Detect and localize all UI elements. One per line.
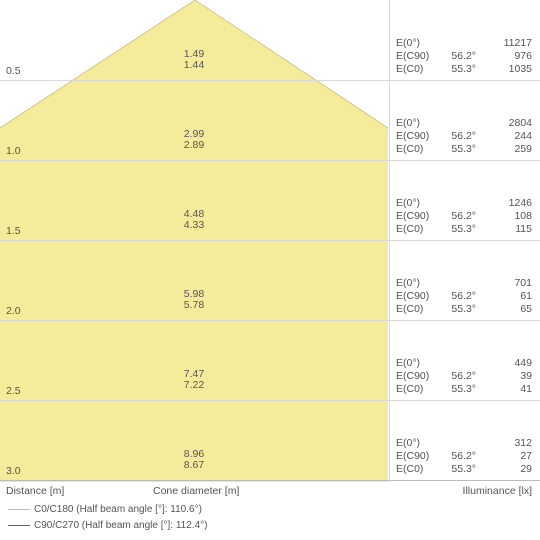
ec90-angle: 56.2° (451, 370, 476, 382)
distance-row: 1.0 2.992.89 E(0°)E(C90)E(C0) 56.2°55.3° 280… (6, 117, 532, 157)
legend-c90-c270: C90/C270 (Half beam angle [°]: 112.4°) (8, 520, 207, 531)
ec90-angle: 56.2° (451, 210, 476, 222)
distance-value: 2.5 (6, 385, 21, 397)
ec0-angle: 55.3° (451, 383, 476, 395)
ec0-value: 29 (520, 463, 532, 475)
ec0-angle: 55.3° (451, 63, 476, 75)
ec90-angle: 56.2° (451, 290, 476, 302)
ec0-label: E(C0) (396, 463, 423, 475)
ec90-value: 244 (514, 130, 532, 142)
ec0-value: 65 (520, 303, 532, 315)
legend-label-c90: C90/C270 (Half beam angle [°]: 112.4°) (34, 520, 208, 531)
e0-label: E(0°) (396, 437, 420, 449)
e0-label: E(0°) (396, 277, 420, 289)
ec0-label: E(C0) (396, 383, 423, 395)
ec90-label: E(C90) (396, 210, 429, 222)
distance-row: 0.5 1.491.44 E(0°)E(C90)E(C0) 56.2°55.3° 112… (6, 37, 532, 77)
distance-value: 3.0 (6, 465, 21, 477)
cone-diameter-axis-label: Cone diameter [m] (153, 485, 240, 497)
cone-diameter-c0: 4.48 (184, 208, 205, 220)
ec0-label: E(C0) (396, 143, 423, 155)
distance-row: 3.0 8.968.67 E(0°)E(C90)E(C0) 56.2°55.3° 312… (6, 437, 532, 477)
cone-diameter-c0: 7.47 (184, 368, 205, 380)
legend-line-c90 (8, 525, 30, 526)
legend-c0-c180: C0/C180 (Half beam angle [°]: 110.6°) (8, 504, 202, 515)
e0-value: 2804 (509, 117, 533, 129)
cone-diameter-c90: 2.89 (184, 139, 205, 151)
ec0-value: 41 (520, 383, 532, 395)
e0-value: 312 (514, 437, 532, 449)
ec90-value: 976 (514, 50, 532, 62)
cone-diameter-c90: 1.44 (184, 59, 205, 71)
rows: 0.51.491.44E(0°)E(C90)E(C0)56.2°55.3°112… (6, 37, 532, 477)
ec0-value: 115 (515, 223, 532, 235)
grid-lines (0, 80, 540, 481)
cone-diameter-c90: 4.33 (184, 219, 205, 231)
legend-label-c0: C0/C180 (Half beam angle [°]: 110.6°) (34, 504, 202, 515)
cone-edge-right (194, 0, 389, 129)
cone-diameter-c90: 5.78 (184, 299, 205, 311)
legend-line-c0 (8, 509, 30, 510)
ec90-label: E(C90) (396, 370, 429, 382)
distance-row: 2.5 7.477.22 E(0°)E(C90)E(C0) 56.2°55.3° 449… (6, 357, 532, 397)
ec0-label: E(C0) (396, 303, 423, 315)
e0-label: E(0°) (396, 37, 420, 49)
e0-label: E(0°) (396, 117, 420, 129)
ec90-value: 27 (520, 450, 532, 462)
e0-label: E(0°) (396, 197, 420, 209)
ec90-angle: 56.2° (451, 130, 476, 142)
ec0-label: E(C0) (396, 223, 423, 235)
ec90-angle: 56.2° (451, 450, 476, 462)
cone-diameter-c0: 1.49 (184, 48, 205, 60)
ec90-label: E(C90) (396, 130, 429, 142)
ec90-label: E(C90) (396, 290, 429, 302)
cone-diameter-c90: 7.22 (184, 379, 205, 391)
cone-diameter-c0: 8.96 (184, 448, 205, 460)
e0-value: 11217 (504, 37, 533, 49)
ec0-angle: 55.3° (451, 143, 476, 155)
ec90-value: 108 (514, 210, 532, 222)
distance-row: 2.0 5.985.78 E(0°)E(C90)E(C0) 56.2°55.3° 701… (6, 277, 532, 317)
illuminance-axis-label: Illuminance [lx] (462, 485, 532, 497)
distance-value: 2.0 (6, 305, 21, 317)
ec0-angle: 55.3° (451, 303, 476, 315)
cone-diagram: 0.51.491.44E(0°)E(C90)E(C0)56.2°55.3°112… (0, 0, 540, 482)
distance-value: 0.5 (6, 65, 21, 77)
cone-diameter-c0: 2.99 (184, 128, 205, 140)
ec90-label: E(C90) (396, 450, 429, 462)
cone-diameter-c90: 8.67 (184, 459, 205, 471)
ec0-angle: 55.3° (451, 223, 476, 235)
e0-value: 1246 (509, 197, 533, 209)
e0-value: 449 (514, 357, 532, 369)
ec0-value: 1035 (509, 63, 533, 75)
ec0-angle: 55.3° (451, 463, 476, 475)
e0-value: 701 (514, 277, 532, 289)
cone-edge-left (0, 0, 196, 129)
ec90-label: E(C90) (396, 50, 429, 62)
ec0-value: 259 (514, 143, 532, 155)
ec90-value: 61 (520, 290, 532, 302)
cone-diameter-c0: 5.98 (184, 288, 205, 300)
e0-label: E(0°) (396, 357, 420, 369)
distance-value: 1.0 (6, 145, 21, 157)
ec90-angle: 56.2° (451, 50, 476, 62)
distance-axis-label: Distance [m] (6, 485, 65, 497)
distance-row: 1.5 4.484.33 E(0°)E(C90)E(C0) 56.2°55.3° 124… (6, 197, 532, 237)
ec0-label: E(C0) (396, 63, 423, 75)
ec90-value: 39 (520, 370, 532, 382)
distance-value: 1.5 (6, 225, 21, 237)
